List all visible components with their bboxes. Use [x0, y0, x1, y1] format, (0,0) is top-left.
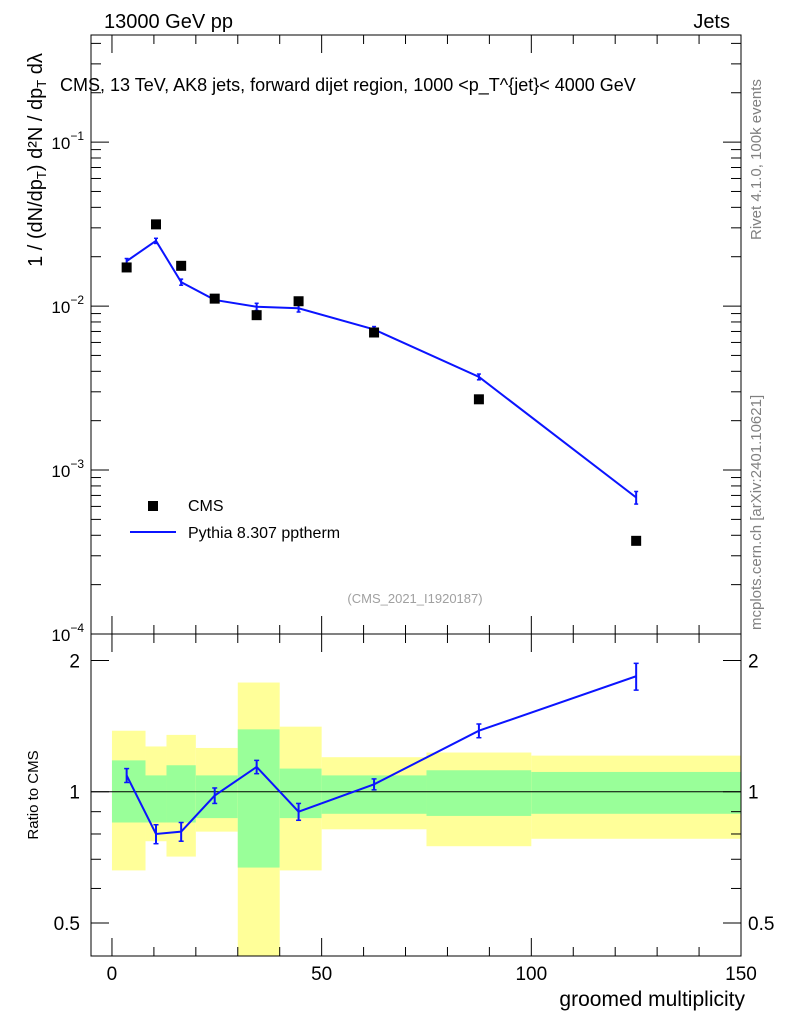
- rivet-version-label: Rivet 4.1.0, 100k events: [748, 79, 765, 240]
- main-y-tick-label: 10−3: [51, 457, 84, 481]
- legend-marker-cms: [148, 501, 158, 511]
- cms-data-point: [369, 327, 380, 338]
- cms-data-point: [293, 296, 304, 307]
- legend-label-cms: CMS: [188, 498, 224, 515]
- cms-data-point: [631, 535, 642, 546]
- ratio-y-axis-label: Ratio to CMS: [25, 750, 42, 839]
- ratio-axis-ticks: 0.5 0.5 1 1 2 2 0 50 100 150: [54, 634, 774, 985]
- analysis-watermark: (CMS_2021_I1920187): [347, 591, 482, 606]
- cms-data-point: [121, 262, 132, 273]
- main-data-marks: [121, 219, 642, 546]
- main-y-tick-label: 10−2: [51, 293, 84, 317]
- ratio-data-marks: [91, 662, 741, 845]
- ratio-y-tick-label-right: 1: [748, 783, 759, 804]
- ratio-y-tick-label-left: 2: [69, 651, 80, 672]
- cms-data-point: [176, 260, 187, 271]
- source-label: mcplots.cern.ch [arXiv:2401.10621]: [748, 395, 765, 630]
- x-tick-label: 100: [515, 964, 547, 985]
- legend: CMS Pythia 8.307 pptherm: [130, 498, 340, 542]
- main-y-tick-label: 10−4: [51, 621, 84, 645]
- x-tick-label: 0: [107, 964, 118, 985]
- cms-data-point: [473, 394, 484, 405]
- ratio-band-inner: [166, 765, 196, 823]
- ratio-band-inner: [195, 775, 238, 819]
- header-category: Jets: [693, 11, 730, 33]
- ratio-y-tick-label-right: 0.5: [748, 914, 774, 935]
- ratio-band-inner: [531, 771, 741, 814]
- legend-label-pythia: Pythia 8.307 pptherm: [188, 525, 340, 542]
- ratio-panel: 0.5 0.5 1 1 2 2 0 50 100 150: [54, 633, 774, 985]
- ratio-uncertainty-bands: [111, 682, 741, 956]
- ratio-y-tick-label-left: 0.5: [54, 914, 80, 935]
- ratio-band-inner: [279, 768, 322, 819]
- x-axis-label: groomed multiplicity: [559, 988, 745, 1011]
- ratio-band-inner: [237, 729, 280, 868]
- pythia-series-line: [126, 239, 637, 499]
- x-tick-label: 50: [311, 964, 332, 985]
- cms-data-point: [209, 293, 220, 304]
- ratio-panel-frame: [90, 633, 742, 957]
- main-panel: 10−1 10−2 10−3 10−4 CMS, 13 TeV, AK8 jets, …: [51, 34, 742, 645]
- x-tick-label: 150: [725, 964, 757, 985]
- header-collision: 13000 GeV pp: [104, 11, 233, 33]
- ratio-y-tick-label-left: 1: [69, 783, 80, 804]
- ratio-y-tick-label-right: 2: [748, 651, 759, 672]
- ratio-band-inner: [426, 770, 532, 816]
- cms-data-point: [251, 310, 262, 321]
- main-y-axis-label: 1 / (dN/dpT) d²N / dpT dλ: [25, 53, 49, 267]
- main-y-tick-label: 10−1: [51, 129, 84, 153]
- main-title: CMS, 13 TeV, AK8 jets, forward dijet reg…: [60, 75, 636, 96]
- main-y-axis-label-text: 1 / (dN/dpT) d²N / dpT dλ: [25, 53, 49, 267]
- ratio-band-inner: [145, 775, 167, 823]
- cms-data-point: [151, 219, 161, 230]
- main-panel-frame: [90, 34, 742, 635]
